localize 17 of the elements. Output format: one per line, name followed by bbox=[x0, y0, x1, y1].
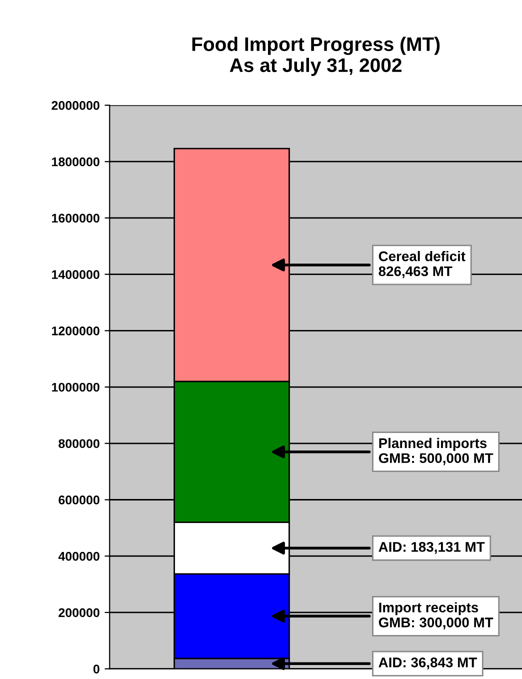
y-tick-label: 0 bbox=[93, 664, 100, 674]
annotation: Import receipts GMB: 300,000 MT bbox=[378, 602, 494, 630]
annotation: AID: 36,843 MT bbox=[378, 658, 477, 670]
annotation: Planned imports GMB: 500,000 MT bbox=[378, 438, 494, 466]
y-tick-label: 200000 bbox=[58, 608, 100, 618]
chart-title: Food Import Progress (MT) As at July 31, 2002 bbox=[192, 36, 440, 76]
y-tick-label: 1000000 bbox=[52, 382, 100, 392]
y-tick-label: 800000 bbox=[58, 439, 100, 448]
y-tick-label: 1800000 bbox=[52, 157, 100, 166]
annotation: Cereal deficit 826,463 MT bbox=[378, 251, 466, 278]
y-tick-label: 1600000 bbox=[52, 214, 100, 223]
annotation: AID: 183,131 MT bbox=[378, 542, 485, 554]
y-tick-label: 600000 bbox=[58, 496, 100, 504]
y-tick-label: 1400000 bbox=[52, 270, 100, 279]
y-tick-label: 400000 bbox=[58, 552, 100, 561]
y-tick-label: 2000000 bbox=[52, 101, 100, 110]
y-tick-label: 1200000 bbox=[52, 326, 100, 336]
